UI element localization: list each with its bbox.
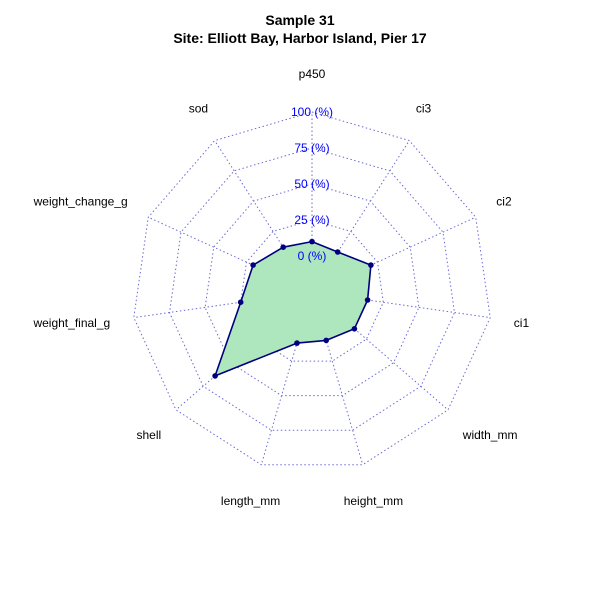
grid-ring bbox=[168, 147, 456, 431]
chart-title-line-2: Site: Elliott Bay, Harbor Island, Pier 1… bbox=[173, 30, 427, 46]
data-point bbox=[368, 262, 374, 268]
data-point bbox=[294, 340, 300, 346]
axis-label: length_mm bbox=[221, 494, 280, 508]
data-point bbox=[364, 297, 371, 303]
data-point bbox=[250, 262, 256, 268]
series-area bbox=[214, 240, 372, 377]
axis-label: ci3 bbox=[416, 102, 432, 116]
axis-label: height_mm bbox=[344, 494, 403, 508]
axis-label: weight_final_g bbox=[32, 316, 110, 330]
radar-axis-labels: p450 ci3 ci2 ci1 width_mm height_mm length_mm s… bbox=[32, 67, 529, 508]
axis-label: p450 bbox=[299, 67, 326, 81]
axis-label: shell bbox=[137, 428, 162, 442]
tick-label: 25 (%) bbox=[294, 213, 329, 227]
chart-title-line-1: Sample 31 bbox=[265, 12, 335, 28]
tick-label: 100 (%) bbox=[291, 105, 333, 119]
axis-label: width_mm bbox=[462, 428, 518, 442]
data-point bbox=[351, 326, 358, 332]
axis-label: ci2 bbox=[496, 194, 512, 208]
grid-spoke bbox=[331, 140, 410, 262]
tick-label: 0 (%) bbox=[298, 249, 327, 263]
grid-spoke bbox=[347, 296, 491, 319]
axis-label: sod bbox=[189, 102, 208, 116]
chart-title: Sample 31 Site: Elliott Bay, Harbor Isla… bbox=[0, 11, 600, 47]
tick-label: 50 (%) bbox=[294, 177, 329, 191]
grid-spoke bbox=[214, 140, 293, 262]
data-point bbox=[334, 249, 341, 255]
grid-spoke bbox=[260, 326, 303, 465]
radar-tick-labels: 0 (%) 25 (%) 50 (%) 75 (%) 100 (%) bbox=[291, 105, 333, 263]
data-point bbox=[237, 299, 244, 306]
axis-label: ci1 bbox=[514, 316, 530, 330]
axis-label: weight_change_g bbox=[33, 194, 128, 208]
data-point bbox=[280, 244, 287, 250]
tick-label: 75 (%) bbox=[294, 141, 329, 155]
grid-spoke bbox=[338, 315, 449, 411]
radar-series bbox=[212, 238, 374, 379]
grid-spoke bbox=[321, 326, 364, 465]
data-point bbox=[323, 337, 330, 344]
data-point bbox=[212, 373, 218, 379]
data-point bbox=[309, 238, 315, 245]
